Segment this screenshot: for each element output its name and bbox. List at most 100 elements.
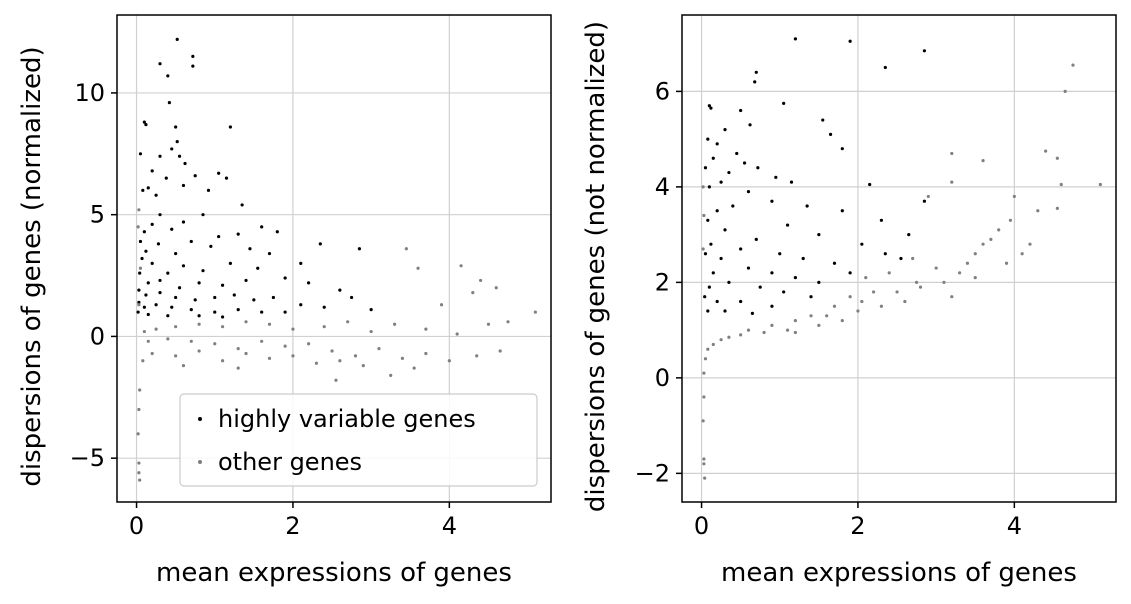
data-point	[158, 290, 162, 295]
data-point	[158, 213, 162, 217]
data-point	[138, 388, 142, 392]
data-point	[220, 315, 225, 319]
data-point	[711, 271, 715, 275]
data-point	[770, 323, 774, 327]
data-point	[1004, 261, 1009, 265]
data-point	[871, 290, 876, 294]
data-point	[140, 256, 144, 261]
data-point	[138, 478, 142, 482]
data-point	[709, 242, 713, 246]
data-point	[141, 188, 145, 192]
data-point	[821, 118, 825, 122]
data-point	[709, 106, 713, 110]
data-point	[283, 344, 287, 348]
data-point	[707, 285, 711, 289]
data-point	[224, 176, 229, 180]
y-tick-label: 6	[655, 77, 670, 105]
data-point	[137, 471, 141, 475]
data-point	[706, 347, 710, 351]
data-point	[770, 271, 774, 275]
series-other-genes	[136, 208, 537, 482]
data-point	[267, 356, 272, 360]
data-point	[181, 364, 186, 368]
data-point	[177, 154, 182, 158]
data-point	[220, 283, 225, 287]
data-point	[848, 271, 852, 275]
data-point	[832, 304, 837, 308]
data-point	[1098, 182, 1102, 187]
data-point	[486, 322, 491, 326]
data-point	[1071, 63, 1075, 67]
y-tick-label: 2	[655, 268, 670, 296]
data-point	[236, 346, 240, 351]
data-point	[197, 281, 201, 285]
data-point	[793, 275, 797, 280]
data-point	[533, 310, 537, 314]
data-point	[506, 320, 510, 324]
data-point	[166, 314, 170, 318]
data-point	[142, 230, 146, 234]
data-point	[166, 74, 170, 78]
data-point	[167, 101, 171, 105]
data-point	[299, 261, 303, 265]
series-highly-variable-genes	[136, 37, 373, 319]
data-point	[1008, 218, 1013, 222]
data-point	[174, 325, 178, 329]
plot-frame	[681, 14, 1117, 503]
data-point	[306, 342, 311, 346]
data-point	[782, 290, 786, 294]
data-point	[136, 432, 140, 436]
data-point	[158, 278, 162, 283]
data-point	[703, 295, 707, 299]
data-point	[701, 419, 705, 423]
data-point	[174, 354, 178, 358]
x-axis-label: mean expressions of genes	[156, 558, 512, 588]
data-point	[275, 230, 279, 234]
data-point	[706, 218, 710, 222]
data-point	[322, 325, 326, 329]
y-tick-label: 10	[74, 79, 105, 107]
plot-frame	[116, 14, 552, 503]
data-point	[789, 180, 794, 184]
data-point	[291, 354, 295, 358]
y-tick-label: −2	[635, 459, 670, 487]
data-point	[197, 322, 201, 326]
data-point	[719, 180, 723, 184]
data-point	[166, 271, 170, 275]
data-point	[232, 293, 236, 297]
data-point	[248, 247, 252, 251]
data-point	[283, 310, 287, 314]
data-point	[753, 80, 757, 84]
data-point	[805, 204, 809, 208]
data-point	[189, 339, 193, 343]
data-point	[271, 295, 275, 300]
data-point	[840, 209, 844, 213]
data-point	[475, 354, 479, 358]
data-point	[164, 176, 168, 180]
data-point	[707, 104, 711, 108]
x-tick-label: 0	[129, 512, 144, 540]
data-point	[746, 328, 751, 332]
data-point	[144, 249, 148, 253]
data-point	[349, 295, 354, 300]
data-point	[703, 476, 707, 480]
data-point	[206, 188, 211, 192]
data-point	[256, 266, 260, 270]
data-point	[848, 295, 852, 299]
data-point	[137, 288, 141, 292]
data-point	[934, 266, 938, 270]
data-point	[702, 457, 706, 461]
data-point	[236, 366, 240, 370]
data-point	[715, 299, 719, 304]
data-point	[213, 295, 217, 300]
y-tick-label: 5	[90, 201, 105, 229]
data-point	[774, 175, 778, 179]
data-point	[154, 327, 158, 331]
data-point	[447, 359, 451, 363]
data-point	[357, 247, 362, 251]
data-point	[868, 182, 872, 187]
data-point	[785, 223, 790, 227]
data-point	[197, 314, 201, 318]
data-point	[702, 371, 706, 375]
